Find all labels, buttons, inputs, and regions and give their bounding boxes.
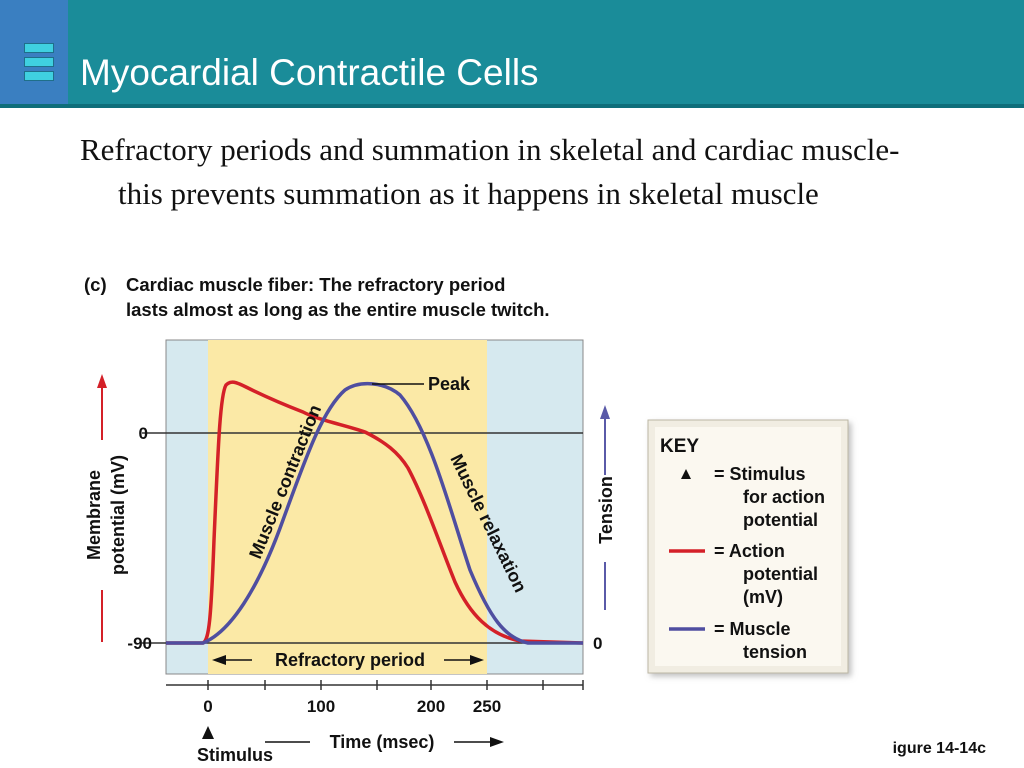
key-title: KEY [660, 436, 699, 457]
action-potential-curve [166, 380, 584, 645]
key-item-3-line-1: = Muscle [714, 619, 791, 639]
key-box-inner [655, 427, 841, 666]
key-stimulus-triangle-icon [681, 469, 691, 479]
slide-title: Myocardial Contractile Cells [80, 52, 539, 93]
title-bar: Myocardial Contractile Cells [0, 0, 1024, 108]
stimulus-label: Stimulus [197, 745, 273, 765]
list-icon [24, 43, 54, 91]
tick-minus-90-mv: -90 [127, 634, 152, 653]
figure-caption: (c) Cardiac muscle fiber: The refractory … [84, 272, 550, 322]
tension-axis-arrowhead [600, 405, 610, 419]
key-item-2-line-3: (mV) [743, 587, 783, 607]
membrane-axis-label-1: Membrane [84, 470, 104, 560]
membrane-axis-arrowhead [97, 374, 107, 388]
caption-line-2: lasts almost as long as the entire muscl… [126, 299, 550, 320]
key-item-2-line-2: potential [743, 564, 818, 584]
key-item-3-line-2: tension [743, 642, 807, 662]
x-tick-200: 200 [417, 697, 445, 716]
time-axis-label: Time (msec) [330, 732, 435, 752]
refractory-arrowhead-left [212, 655, 226, 665]
key-item-1-line-2: for action [743, 487, 825, 507]
time-arrowhead [490, 737, 504, 747]
slide-body-text: Refractory periods and summation in skel… [80, 132, 900, 211]
refractory-arrowhead-right [470, 655, 484, 665]
title-bar-divider [0, 104, 1024, 108]
peak-label: Peak [428, 374, 471, 394]
title-bar-accent [0, 0, 68, 106]
x-tick-0: 0 [203, 697, 212, 716]
caption-rest: The refractory period [319, 274, 506, 295]
tension-axis-label: Tension [596, 476, 616, 544]
figure-reference: igure 14-14c [892, 740, 986, 757]
stimulus-triangle-icon [202, 726, 214, 739]
x-axis-ticks [207, 680, 584, 690]
refractory-region [208, 340, 487, 674]
refractory-period-label: Refractory period [275, 650, 425, 670]
panel-label: (c) [84, 274, 107, 295]
membrane-axis-label-2: potential (mV) [108, 455, 128, 575]
tick-tension-0: 0 [593, 634, 602, 653]
muscle-tension-curve [166, 382, 583, 645]
x-tick-100: 100 [307, 697, 335, 716]
caption-bold: Cardiac muscle fiber: [126, 274, 315, 295]
key-item-2-line-1: = Action [714, 541, 785, 561]
key-item-1-line-3: potential [743, 510, 818, 530]
x-tick-250: 250 [473, 697, 501, 716]
tick-0-mv: 0 [139, 424, 148, 443]
key-item-1-line-1: = Stimulus [714, 464, 806, 484]
